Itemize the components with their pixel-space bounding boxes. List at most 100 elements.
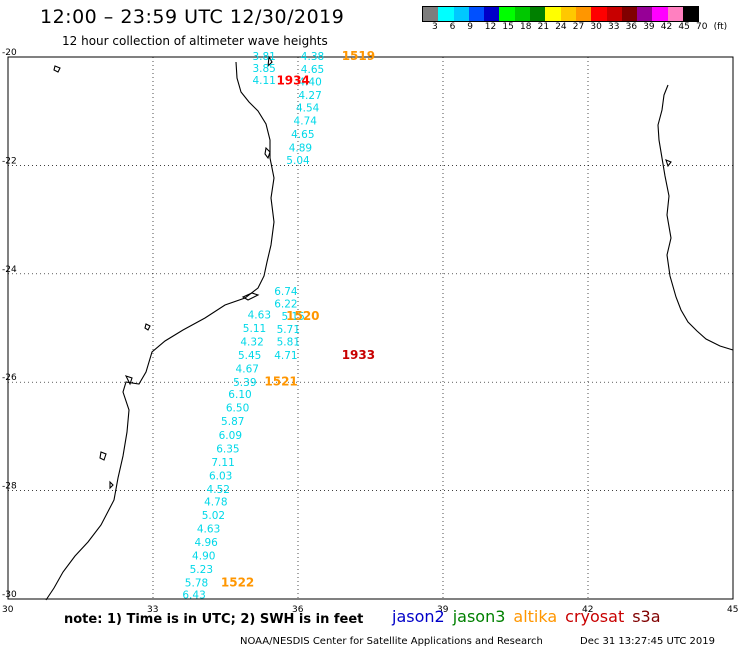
- timestamp: Dec 31 13:27:45 UTC 2019: [580, 636, 715, 647]
- color-scale-labels: 3 6 9 12 15 18 21 24 27 30 33 36 39 42 45 70 (ft): [422, 22, 738, 34]
- color-scale-label: (ft): [713, 22, 728, 32]
- swh-value-label: 4.63: [248, 309, 271, 321]
- color-swatch: [652, 7, 668, 21]
- satellite-label-jason3: jason3: [452, 607, 506, 626]
- swh-value-label: 4.65: [301, 64, 324, 76]
- island-5: [144, 323, 151, 331]
- color-scale-label: 12: [484, 22, 497, 32]
- color-swatch: [560, 7, 576, 21]
- pass-time-label: 1934: [276, 73, 309, 87]
- swh-value-label: 4.11: [252, 75, 275, 87]
- color-scale-label: 42: [660, 22, 673, 32]
- lat-tick-label: -20: [2, 48, 17, 58]
- footer-note: note: 1) Time is in UTC; 2) SWH is in fe…: [64, 612, 364, 627]
- lon-tick-label: 45: [727, 605, 738, 615]
- island-8: [109, 480, 114, 490]
- map-frame: [7, 56, 734, 600]
- color-scale-label: 33: [608, 22, 620, 32]
- swh-value-label: 6.22: [274, 299, 297, 311]
- lat-tick-label: -24: [2, 265, 17, 275]
- credit-text: NOAA/NESDIS Center for Satellite Applica…: [240, 636, 543, 647]
- swh-value-label: 5.15: [281, 311, 304, 323]
- color-scale-label: 6: [449, 22, 456, 32]
- color-scale-label: 18: [520, 22, 532, 32]
- lat-tick-label: -26: [2, 373, 17, 383]
- swh-value-label: 4.89: [289, 143, 312, 155]
- satellite-legend: jason2 jason3 altika cryosat s3a: [392, 607, 669, 626]
- color-swatch: [530, 7, 546, 21]
- swh-value-label: 4.40: [298, 76, 321, 88]
- swh-value-label: 4.63: [197, 524, 220, 536]
- pass-time-label: 1520: [286, 309, 319, 323]
- island-2: [267, 55, 273, 68]
- pass-time-label: 1933: [342, 348, 375, 362]
- pass-time-label: 1521: [264, 375, 297, 389]
- island-3: [264, 146, 271, 160]
- swh-value-label: 6.74: [274, 286, 298, 298]
- pass-time-labels: 1519 1934 1520 1933 1521 1522: [221, 49, 375, 590]
- lat-tick-label: -28: [2, 482, 17, 492]
- satellite-label-s3a: s3a: [632, 607, 661, 626]
- swh-value-label: 5.11: [243, 323, 266, 335]
- map-title: 12:00 – 23:59 UTC 12/30/2019: [40, 6, 345, 28]
- swh-value-label: 4.32: [240, 337, 263, 349]
- swh-observations: 3.813.854.114.384.654.404.274.544.744.65…: [182, 51, 324, 602]
- swh-value-label: 6.10: [228, 389, 251, 401]
- swh-value-label: 6.35: [216, 443, 239, 455]
- color-swatch: [514, 7, 531, 21]
- color-scale-label: 39: [643, 22, 655, 32]
- lat-tick-label: -22: [2, 156, 17, 166]
- swh-value-label: 4.54: [296, 102, 320, 114]
- color-swatch: [637, 7, 653, 21]
- pass-time-label: 1522: [221, 576, 254, 590]
- satellite-label-jason2: jason2: [392, 607, 445, 626]
- color-swatch: [591, 7, 607, 21]
- madagascar-coastline: [657, 84, 734, 351]
- lon-tick-label: 30: [2, 605, 14, 615]
- color-swatch: [621, 7, 638, 21]
- island-1: [53, 65, 61, 73]
- lat-lon-grid: 30 33 36 39 42 45 -20 -22 -24 -26 -28 -30: [2, 48, 738, 615]
- color-swatch: [545, 7, 561, 21]
- map-subtitle: 12 hour collection of altimeter wave hei…: [62, 34, 328, 48]
- swh-value-label: 4.78: [204, 496, 227, 508]
- lat-tick-label: -30: [2, 590, 17, 600]
- color-swatch: [499, 7, 515, 21]
- swh-value-label: 7.11: [211, 457, 234, 469]
- swh-value-label: 4.96: [194, 537, 218, 549]
- satellite-label-altika: altika: [513, 607, 558, 626]
- swh-value-label: 4.90: [192, 551, 215, 563]
- color-scale-label: 9: [467, 22, 473, 32]
- color-scale-label: 24: [555, 22, 567, 32]
- island-7: [99, 451, 107, 461]
- color-scale-label: 45: [678, 22, 690, 32]
- swh-value-label: 4.71: [274, 350, 297, 362]
- coastline: [45, 55, 734, 601]
- swh-value-label: 4.67: [236, 364, 259, 376]
- swh-value-label: 6.50: [226, 403, 249, 415]
- color-swatch: [423, 7, 439, 21]
- island-9: [665, 159, 672, 168]
- color-scale-label: 70: [696, 22, 708, 32]
- lon-tick-label: 42: [582, 605, 593, 615]
- color-swatch: [606, 7, 622, 21]
- swh-value-label: 5.23: [190, 564, 213, 576]
- mozambique-coastline: [45, 61, 275, 601]
- color-scale-label: 36: [625, 22, 638, 32]
- color-swatch: [667, 7, 684, 21]
- color-scale-bar: [422, 6, 700, 22]
- color-swatch: [438, 7, 454, 21]
- color-scale-label: 30: [590, 22, 602, 32]
- color-scale-label: 3: [432, 22, 438, 32]
- lon-tick-label: 36: [292, 605, 304, 615]
- color-scale-label: 27: [572, 22, 585, 32]
- swh-value-label: 5.71: [277, 324, 300, 336]
- lon-tick-label: 39: [437, 605, 449, 615]
- swh-value-label: 5.45: [238, 350, 261, 362]
- color-scale-label: 15: [502, 22, 514, 32]
- swh-value-label: 5.02: [202, 510, 225, 522]
- swh-value-label: 3.85: [252, 63, 275, 75]
- color-swatch: [484, 7, 500, 21]
- swh-value-label: 3.81: [252, 51, 275, 63]
